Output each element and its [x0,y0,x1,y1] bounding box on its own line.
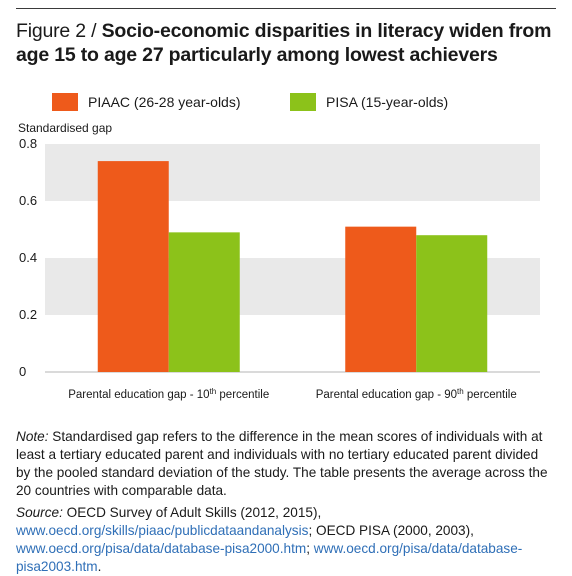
legend-item-piaac: PIAAC (26-28 year-olds) [52,93,241,111]
figure-number: Figure 2 / [16,20,102,42]
legend-label-pisa: PISA (15-year-olds) [326,94,449,110]
legend-label-piaac: PIAAC (26-28 year-olds) [88,94,241,110]
y-tick-label: 0 [19,364,26,379]
bar-piaac-1 [97,161,169,372]
top-rule [16,8,556,9]
source-text-3: ; [306,541,314,556]
source-link-pisa-2000[interactable]: www.oecd.org/pisa/data/database-pisa2000… [16,541,307,556]
source-text-1: OECD Survey of Adult Skills (2012, 2015)… [62,505,322,520]
figure-note: Note: Standardised gap refers to the dif… [16,428,556,500]
x-category-label: Parental education gap - 10th percentile [68,387,269,401]
y-tick-label: 0.6 [19,193,37,208]
figure-heading: Socio-economic disparities in literacy w… [16,20,552,66]
chart-legend: PIAAC (26-28 year-olds) PISA (15-year-ol… [0,93,572,113]
source-link-piaac[interactable]: www.oecd.org/skills/piaac/publicdataanda… [16,523,309,538]
x-category-label: Parental education gap - 90th percentile [316,387,517,401]
note-text: Standardised gap refers to the differenc… [16,429,548,498]
bar-pisa-2 [416,235,488,372]
y-tick-label: 0.2 [19,307,37,322]
source-text-2: ; OECD PISA (2000, 2003), [308,523,474,538]
legend-item-pisa: PISA (15-year-olds) [290,93,448,111]
y-axis-label: Standardised gap [18,121,113,135]
figure-title: Figure 2 / Socio-economic disparities in… [16,19,561,67]
bar-piaac-2 [345,226,417,372]
bar-pisa-1 [168,232,240,372]
note-label: Note: [16,429,49,444]
legend-swatch-piaac [52,93,78,111]
legend-swatch-pisa [290,93,316,111]
figure-source: Source: OECD Survey of Adult Skills (201… [16,504,556,576]
y-tick-label: 0.4 [19,250,37,265]
source-label: Source: [16,505,63,520]
y-tick-label: 0.8 [19,136,37,151]
bar-chart: 0 0.2 0.4 0.6 0.8 Parental education gap - 10… [19,136,540,401]
source-text-4: . [97,559,102,574]
